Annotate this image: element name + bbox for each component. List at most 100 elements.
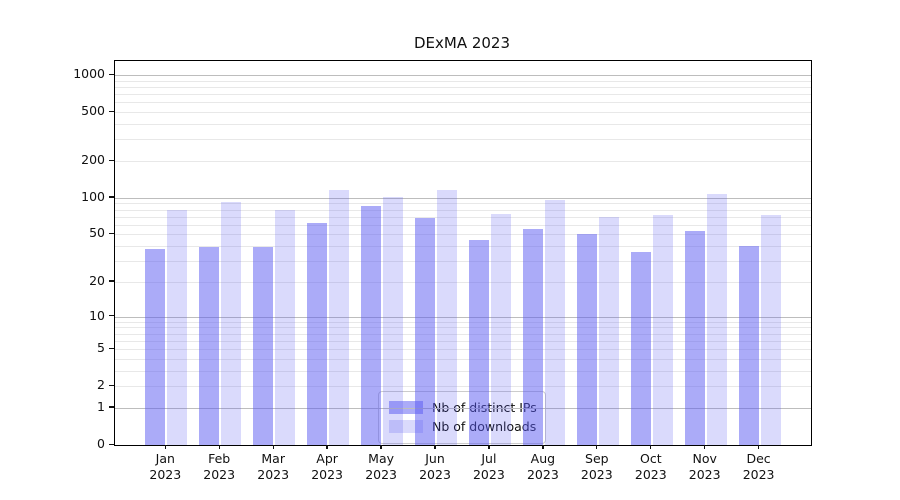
x-tick-mark (434, 445, 436, 449)
y-tick-mark (109, 196, 114, 198)
gridline-minor (115, 112, 811, 114)
legend-item-downloads: Nb of downloads (389, 417, 536, 436)
gridline-minor (115, 261, 811, 263)
legend-swatch-downloads (389, 420, 423, 433)
x-tick-mark (326, 445, 328, 449)
bar-downloads (167, 209, 188, 445)
bar-downloads (652, 215, 673, 445)
legend-swatch-distinct-ips (389, 401, 423, 414)
y-tick-label: 5 (97, 340, 105, 355)
x-tick-label: Jun 2023 (419, 451, 451, 482)
y-tick-label: 2 (97, 377, 105, 393)
x-tick-mark (596, 445, 598, 449)
gridline-minor (115, 386, 811, 388)
y-tick-mark (109, 406, 114, 408)
bar-downloads (437, 190, 457, 445)
x-tick-label: Sep 2023 (580, 451, 613, 482)
x-tick-label: Feb 2023 (203, 451, 236, 482)
gridline-major (115, 407, 811, 409)
x-tick-label: Jul 2023 (472, 451, 505, 482)
bar-downloads (544, 200, 565, 445)
y-tick-mark (109, 232, 114, 235)
gridline-minor (115, 209, 811, 211)
gridline-minor (115, 281, 811, 283)
legend: Nb of distinct IPs Nb of downloads (378, 391, 546, 444)
bar-distinct-ips (738, 246, 759, 445)
y-tick-label: 100 (81, 188, 105, 204)
bar-distinct-ips (307, 223, 328, 445)
gridline-major (115, 75, 811, 76)
gridline-minor (115, 340, 811, 342)
x-tick-label: Nov 2023 (688, 451, 721, 482)
x-tick-mark (218, 445, 220, 449)
y-tick-mark (109, 443, 114, 445)
x-tick-label: Apr 2023 (311, 451, 343, 482)
y-tick-mark (109, 384, 114, 387)
y-tick-mark (109, 110, 114, 112)
bar-distinct-ips (468, 240, 489, 445)
gridline-major (115, 197, 811, 199)
gridline-minor (115, 321, 811, 323)
gridline-minor (115, 358, 811, 360)
y-tick-label: 50 (89, 225, 105, 241)
gridline-minor (115, 86, 811, 88)
bar-distinct-ips (199, 247, 220, 445)
y-tick-label: 10 (89, 307, 105, 323)
bar-distinct-ips (361, 206, 382, 445)
y-tick-label: 1 (97, 398, 105, 414)
bar-downloads (598, 216, 619, 445)
bar-distinct-ips (415, 218, 435, 445)
x-tick-mark (164, 445, 166, 449)
y-tick-mark (109, 159, 114, 161)
y-tick-mark (109, 347, 114, 349)
bar-downloads (221, 201, 242, 445)
y-tick-label: 20 (89, 272, 105, 288)
x-tick-mark (488, 445, 490, 449)
gridline-minor (115, 349, 811, 350)
gridline-minor (115, 139, 811, 141)
gridline-minor (115, 124, 811, 125)
gridline-minor (115, 102, 811, 104)
x-tick-mark (757, 445, 760, 449)
y-tick-label: 1000 (73, 66, 105, 81)
bar-distinct-ips (576, 234, 597, 445)
gridline-minor (115, 246, 811, 248)
gridline-minor (115, 94, 811, 96)
y-tick-label: 200 (81, 152, 105, 167)
x-tick-label: Mar 2023 (257, 451, 290, 482)
x-tick-mark (380, 445, 382, 449)
bar-distinct-ips (522, 228, 543, 445)
y-tick-mark (109, 315, 114, 317)
gridline-major (115, 316, 811, 318)
chart-title: DExMA 2023 (413, 34, 511, 52)
gridline-minor (115, 333, 811, 335)
x-tick-mark (650, 445, 652, 449)
bar-downloads (760, 215, 781, 445)
bar-distinct-ips (253, 247, 274, 445)
bar-distinct-ips (145, 248, 166, 445)
x-tick-mark (272, 445, 274, 449)
x-tick-label: May 2023 (365, 451, 397, 482)
y-tick-label: 0 (97, 436, 105, 451)
gridline-minor (115, 370, 811, 372)
gridline-minor (115, 216, 811, 218)
x-tick-label: Dec 2023 (742, 451, 775, 482)
bar-downloads (490, 213, 511, 445)
bar-downloads (275, 210, 296, 445)
bar-distinct-ips (684, 231, 705, 445)
gridline-minor (115, 80, 811, 82)
gridline-minor (115, 327, 811, 329)
bar-distinct-ips (630, 251, 651, 445)
bar-downloads (329, 189, 350, 445)
x-tick-label: Oct 2023 (634, 451, 667, 482)
gridline-minor (115, 234, 811, 236)
x-tick-label: Aug 2023 (526, 451, 559, 482)
gridline-minor (115, 224, 811, 226)
bar-downloads (706, 193, 727, 445)
x-tick-label: Jan 2023 (149, 451, 182, 482)
gridline-minor (115, 203, 811, 205)
y-tick-mark (109, 73, 114, 75)
x-tick-mark (704, 445, 706, 449)
x-tick-mark (542, 445, 544, 449)
